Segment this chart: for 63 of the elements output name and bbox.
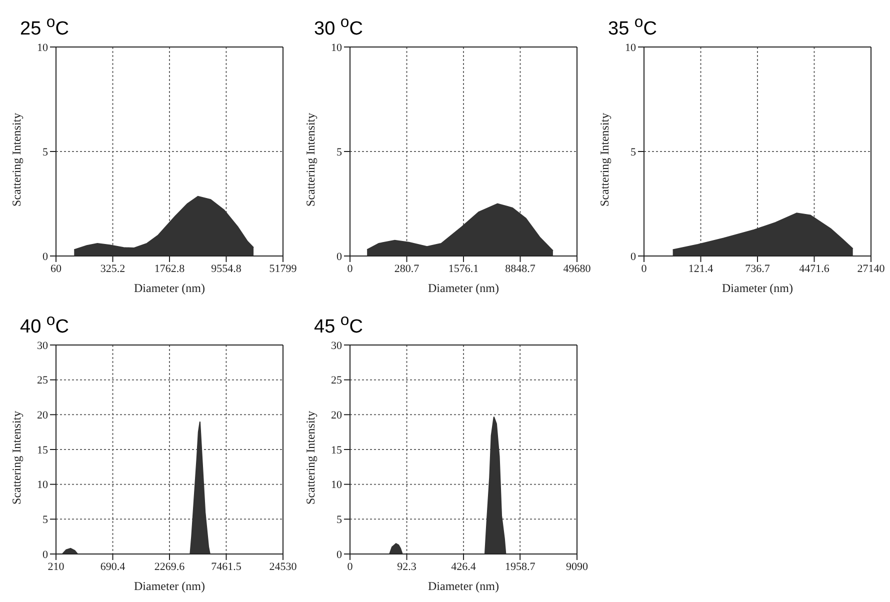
x-axis-title: Diameter (nm) bbox=[134, 281, 205, 295]
x-tick-label: 1576.1 bbox=[448, 262, 479, 275]
x-tick-label: 1958.7 bbox=[504, 560, 536, 573]
x-tick-label: 210 bbox=[48, 560, 65, 573]
x-tick-label: 27140 bbox=[857, 262, 886, 275]
y-tick-label: 10 bbox=[331, 42, 342, 54]
y-tick-label: 0 bbox=[630, 250, 636, 263]
y-tick-label: 0 bbox=[336, 250, 342, 263]
x-axis-title: Diameter (nm) bbox=[428, 579, 499, 593]
chart-title: 40 $^{o}$C bbox=[19, 311, 70, 338]
y-tick-label: 5 bbox=[42, 514, 48, 526]
x-tick-label: 24530 bbox=[269, 560, 298, 573]
x-tick-label: 280.7 bbox=[394, 262, 420, 275]
y-tick-label: 10 bbox=[625, 42, 636, 54]
x-tick-label: 49680 bbox=[563, 262, 592, 275]
y-tick-label: 25 bbox=[37, 374, 48, 387]
x-tick-label: 690.4 bbox=[100, 560, 126, 573]
x-tick-label: 4471.6 bbox=[799, 262, 830, 275]
x-tick-label: 1762.8 bbox=[154, 262, 186, 275]
x-tick-label: 51799 bbox=[269, 262, 298, 275]
y-tick-label: 0 bbox=[42, 250, 48, 263]
chart-title: 35 $^{o}$C bbox=[607, 13, 658, 40]
x-tick-label: 9090 bbox=[566, 560, 588, 573]
chart-title: 25 $^{o}$C bbox=[19, 13, 70, 40]
x-tick-label: 0 bbox=[641, 262, 648, 275]
chart-title: 30 $^{o}$C bbox=[313, 13, 364, 40]
y-tick-label: 5 bbox=[336, 146, 342, 158]
x-tick-label: 0 bbox=[347, 560, 354, 573]
y-tick-label: 5 bbox=[336, 514, 342, 526]
x-axis-title: Diameter (nm) bbox=[134, 579, 205, 593]
y-tick-label: 15 bbox=[331, 444, 342, 456]
x-tick-label: 0 bbox=[347, 262, 354, 275]
y-tick-label: 0 bbox=[42, 548, 48, 561]
chart-title: 45 $^{o}$C bbox=[313, 311, 364, 338]
x-tick-label: 9554.8 bbox=[211, 262, 242, 275]
y-tick-label: 10 bbox=[37, 42, 48, 54]
y-axis-title: Scattering Intensity bbox=[303, 410, 318, 504]
x-tick-label: 92.3 bbox=[397, 560, 417, 573]
x-tick-label: 121.4 bbox=[688, 262, 714, 275]
x-tick-label: 2269.6 bbox=[154, 560, 186, 573]
y-tick-label: 25 bbox=[331, 374, 342, 387]
y-tick-label: 20 bbox=[37, 410, 48, 422]
y-tick-label: 15 bbox=[37, 444, 48, 456]
x-tick-label: 60 bbox=[50, 262, 62, 275]
x-tick-label: 736.7 bbox=[745, 262, 770, 275]
y-axis-title: Scattering Intensity bbox=[597, 112, 612, 206]
x-tick-label: 325.2 bbox=[100, 262, 126, 275]
y-tick-label: 30 bbox=[331, 340, 342, 352]
y-tick-label: 20 bbox=[331, 410, 342, 422]
y-tick-label: 10 bbox=[37, 479, 48, 492]
x-axis-title: Diameter (nm) bbox=[722, 281, 793, 295]
y-axis-title: Scattering Intensity bbox=[303, 112, 318, 206]
y-axis-title: Scattering Intensity bbox=[9, 410, 24, 504]
x-tick-label: 8848.7 bbox=[505, 262, 536, 275]
y-tick-label: 0 bbox=[336, 548, 342, 561]
x-axis-title: Diameter (nm) bbox=[428, 281, 499, 295]
y-axis-title: Scattering Intensity bbox=[9, 112, 24, 206]
y-tick-label: 30 bbox=[37, 340, 48, 352]
x-tick-label: 426.4 bbox=[451, 560, 476, 573]
y-tick-label: 10 bbox=[331, 479, 342, 492]
y-tick-label: 5 bbox=[42, 146, 48, 158]
y-tick-label: 5 bbox=[630, 146, 636, 158]
x-tick-label: 7461.5 bbox=[211, 560, 242, 573]
